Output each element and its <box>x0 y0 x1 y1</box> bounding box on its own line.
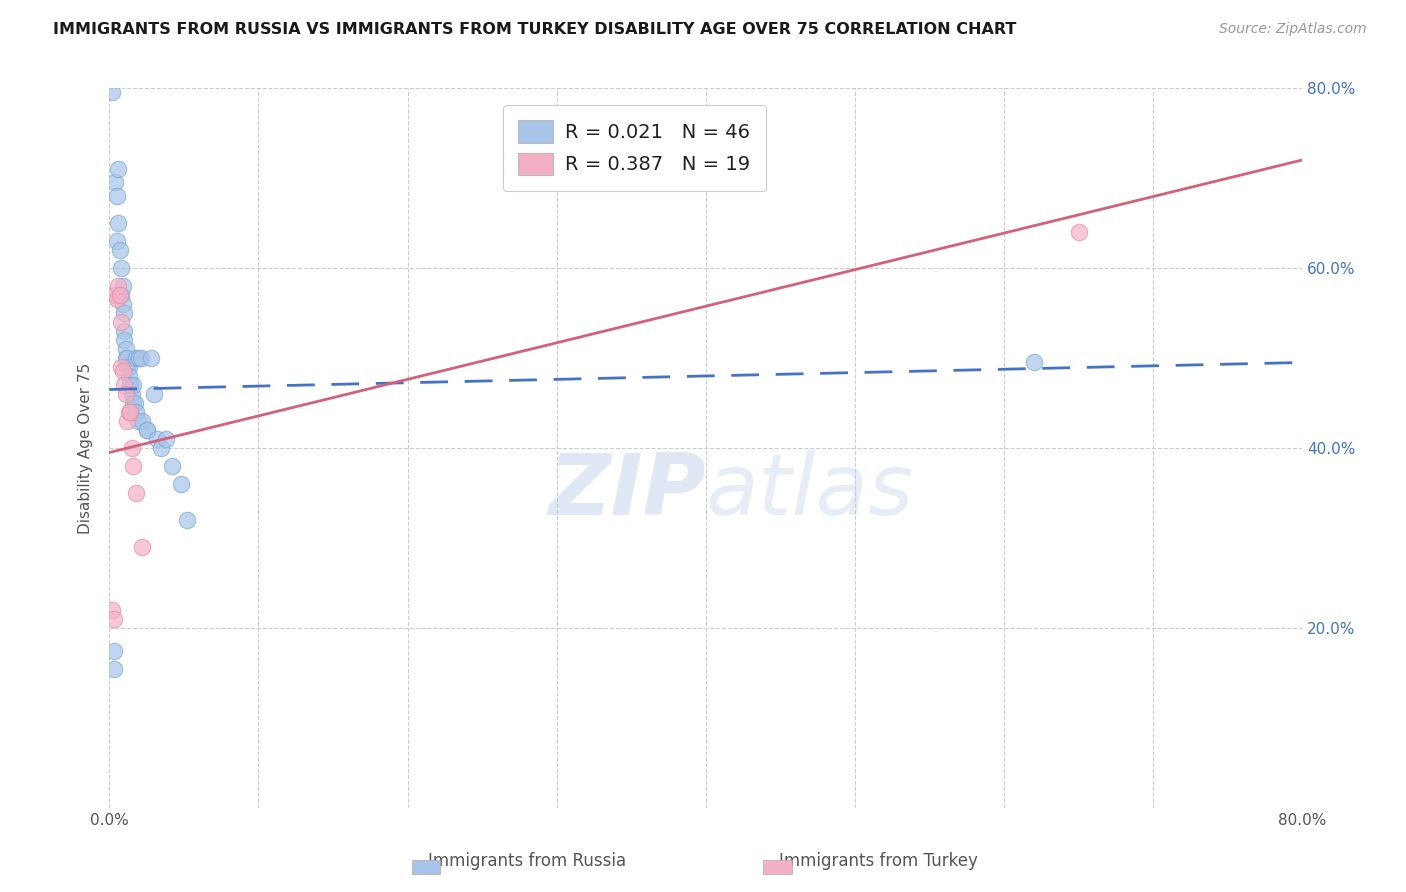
Point <box>115 359 138 374</box>
Point <box>125 486 148 500</box>
Text: IMMIGRANTS FROM RUSSIA VS IMMIGRANTS FROM TURKEY DISABILITY AGE OVER 75 CORRELAT: IMMIGRANTS FROM RUSSIA VS IMMIGRANTS FRO… <box>53 22 1017 37</box>
Point <box>125 405 148 419</box>
Text: atlas: atlas <box>706 450 914 533</box>
Point <box>101 603 124 617</box>
Point <box>112 333 135 347</box>
Point <box>110 260 132 275</box>
Point <box>135 423 157 437</box>
Point <box>108 288 131 302</box>
Point <box>170 477 193 491</box>
Point <box>114 351 136 365</box>
Point <box>117 368 139 383</box>
Point <box>125 351 148 365</box>
Point <box>112 324 135 338</box>
Point <box>143 387 166 401</box>
Point <box>107 216 129 230</box>
Point <box>107 161 129 176</box>
Point <box>110 359 132 374</box>
Point <box>122 458 145 473</box>
Point <box>120 405 142 419</box>
Text: Source: ZipAtlas.com: Source: ZipAtlas.com <box>1219 22 1367 37</box>
Point <box>112 378 135 392</box>
Point <box>122 378 145 392</box>
Y-axis label: Disability Age Over 75: Disability Age Over 75 <box>79 362 93 533</box>
Point <box>111 297 134 311</box>
Point <box>1022 355 1045 369</box>
Point <box>122 396 145 410</box>
Point <box>105 189 128 203</box>
Point <box>120 378 142 392</box>
Point <box>135 423 157 437</box>
Point <box>124 396 146 410</box>
Point <box>103 612 125 626</box>
Point <box>127 414 149 428</box>
Point <box>104 288 127 302</box>
Point <box>117 405 139 419</box>
Point <box>112 306 135 320</box>
Point <box>150 441 173 455</box>
Point <box>115 414 138 428</box>
Point <box>131 414 153 428</box>
Point <box>101 86 124 100</box>
Text: Immigrants from Turkey: Immigrants from Turkey <box>779 852 979 870</box>
Point <box>129 351 152 365</box>
Point <box>108 243 131 257</box>
Point <box>128 351 150 365</box>
Point <box>121 387 143 401</box>
Point <box>108 288 131 302</box>
Point <box>146 432 169 446</box>
Point <box>105 293 128 307</box>
Point <box>103 643 125 657</box>
Text: Immigrants from Russia: Immigrants from Russia <box>429 852 626 870</box>
Point <box>117 359 139 374</box>
Point <box>103 661 125 675</box>
Point <box>110 315 132 329</box>
Point <box>131 540 153 554</box>
Point <box>1067 225 1090 239</box>
Point <box>121 441 143 455</box>
Point <box>111 364 134 378</box>
Point <box>155 432 177 446</box>
Point <box>114 342 136 356</box>
Point <box>107 279 129 293</box>
Point <box>160 458 183 473</box>
Point <box>114 387 136 401</box>
Point <box>104 176 127 190</box>
Point <box>111 279 134 293</box>
Point <box>115 351 138 365</box>
Point <box>120 378 142 392</box>
Point <box>105 234 128 248</box>
Point <box>110 288 132 302</box>
Point <box>139 351 162 365</box>
Point <box>176 513 198 527</box>
Legend: R = 0.021   N = 46, R = 0.387   N = 19: R = 0.021 N = 46, R = 0.387 N = 19 <box>503 105 766 191</box>
Text: ZIP: ZIP <box>548 450 706 533</box>
